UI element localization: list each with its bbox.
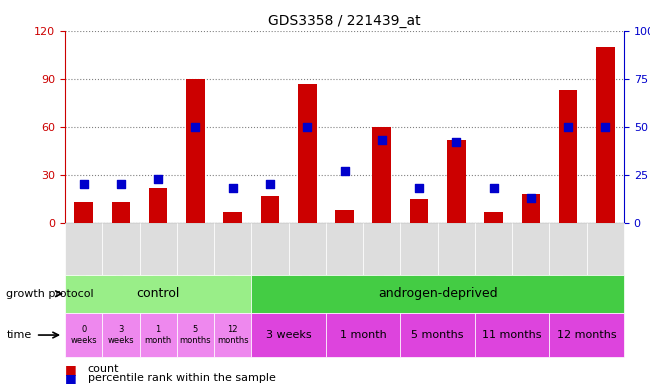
Title: GDS3358 / 221439_at: GDS3358 / 221439_at <box>268 14 421 28</box>
Bar <box>335 210 354 223</box>
Point <box>265 181 275 187</box>
Point <box>376 137 387 143</box>
Bar <box>74 202 93 223</box>
Bar <box>261 195 280 223</box>
Point <box>79 181 89 187</box>
Text: percentile rank within the sample: percentile rank within the sample <box>88 373 276 383</box>
Text: time: time <box>6 330 32 340</box>
Point <box>451 139 462 145</box>
Bar <box>447 139 465 223</box>
Text: 5 months: 5 months <box>411 330 464 340</box>
Text: androgen-deprived: androgen-deprived <box>378 287 497 300</box>
Point <box>190 124 201 130</box>
Text: 11 months: 11 months <box>482 330 542 340</box>
Bar <box>521 194 540 223</box>
Text: 0
weeks: 0 weeks <box>70 325 97 345</box>
Text: 5
months: 5 months <box>179 325 211 345</box>
Text: ■: ■ <box>65 363 77 376</box>
Point <box>414 185 424 191</box>
Text: 12
months: 12 months <box>217 325 248 345</box>
Point <box>227 185 238 191</box>
Point <box>339 168 350 174</box>
Text: 12 months: 12 months <box>557 330 617 340</box>
Text: 3 weeks: 3 weeks <box>266 330 311 340</box>
Text: 1
month: 1 month <box>144 325 172 345</box>
Text: count: count <box>88 364 119 374</box>
Bar <box>484 212 503 223</box>
Text: growth protocol: growth protocol <box>6 289 94 299</box>
Bar <box>298 84 317 223</box>
Bar <box>410 199 428 223</box>
Bar <box>559 90 577 223</box>
Bar <box>149 187 168 223</box>
Text: ■: ■ <box>65 372 77 384</box>
Bar <box>186 79 205 223</box>
Point <box>600 124 610 130</box>
Bar <box>372 127 391 223</box>
Text: 3
weeks: 3 weeks <box>108 325 134 345</box>
Text: control: control <box>136 287 180 300</box>
Point <box>302 124 313 130</box>
Point <box>526 195 536 201</box>
Text: 1 month: 1 month <box>340 330 387 340</box>
Point <box>153 175 163 182</box>
Point <box>488 185 499 191</box>
Bar <box>224 212 242 223</box>
Point <box>563 124 573 130</box>
Bar <box>112 202 130 223</box>
Bar <box>596 47 615 223</box>
Point <box>116 181 126 187</box>
